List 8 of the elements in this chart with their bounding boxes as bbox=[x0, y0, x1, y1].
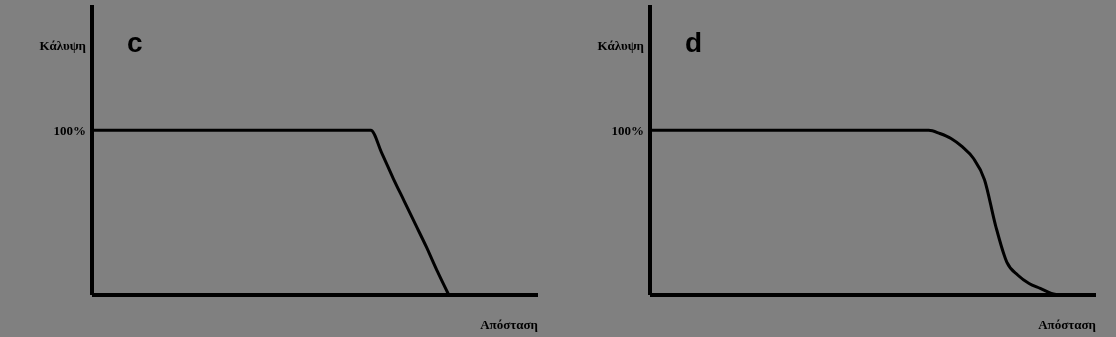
text: 100% bbox=[611, 123, 644, 139]
chart-title: d bbox=[685, 27, 703, 58]
x-axis-title: Απόσταση bbox=[1038, 317, 1096, 332]
text: 100% bbox=[53, 123, 86, 139]
y-axis-title: Κάλυψη bbox=[39, 38, 86, 53]
chart-title: c bbox=[127, 27, 143, 58]
y-axis-title: Κάλυψη bbox=[597, 38, 644, 53]
x-axis-title: Απόσταση bbox=[480, 317, 538, 332]
